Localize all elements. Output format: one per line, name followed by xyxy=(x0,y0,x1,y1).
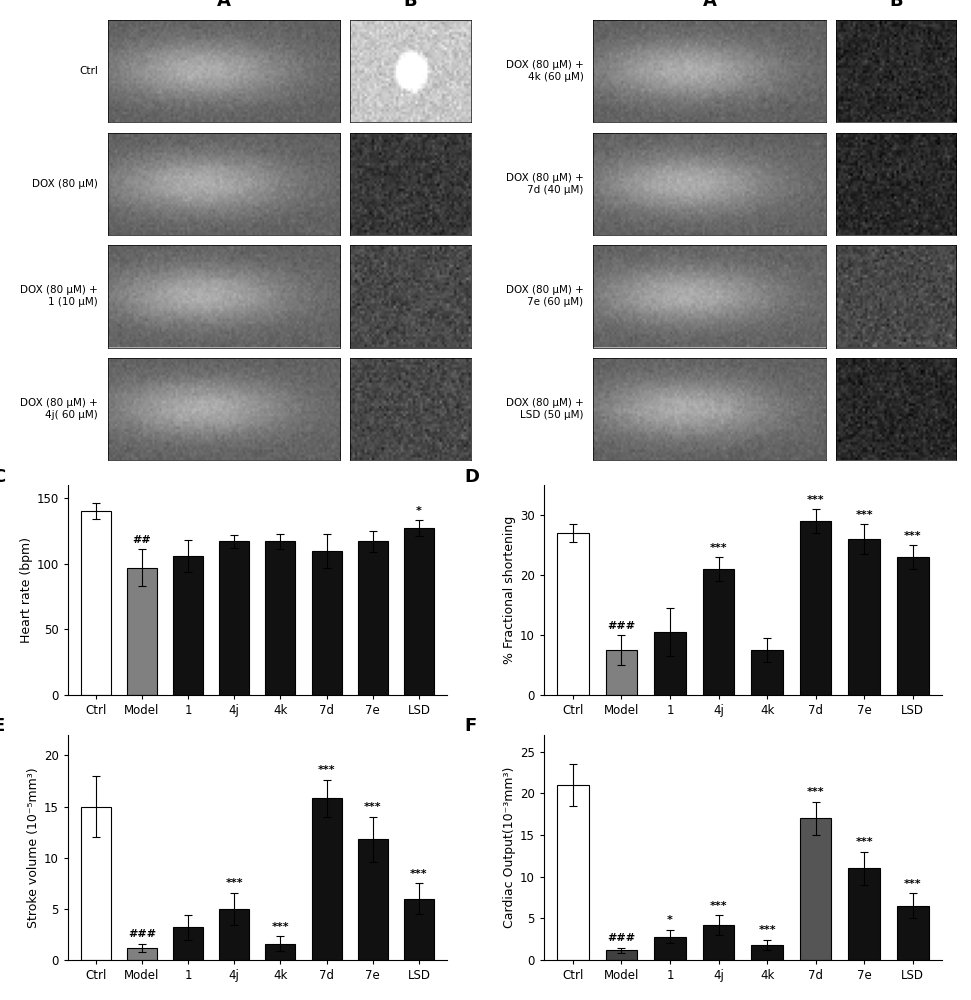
Bar xyxy=(897,557,928,695)
Bar xyxy=(849,868,880,960)
Text: ***: *** xyxy=(318,766,335,776)
Bar xyxy=(849,539,880,695)
Text: DOX (80 μM) +
7d (40 μM): DOX (80 μM) + 7d (40 μM) xyxy=(506,173,584,195)
Bar xyxy=(219,909,250,960)
Bar xyxy=(265,541,295,695)
Y-axis label: Stroke volume (10⁻⁵mm³): Stroke volume (10⁻⁵mm³) xyxy=(27,767,40,928)
Bar xyxy=(312,798,342,960)
Bar xyxy=(404,528,434,695)
Bar xyxy=(752,945,783,960)
Text: DOX (80 μM) +
1 (10 μM): DOX (80 μM) + 1 (10 μM) xyxy=(20,285,98,307)
Text: DOX (80 μM) +
LSD (50 μM): DOX (80 μM) + LSD (50 μM) xyxy=(506,398,584,420)
Text: ###: ### xyxy=(608,621,635,631)
Text: ***: *** xyxy=(410,869,428,879)
Text: Ctrl: Ctrl xyxy=(80,66,98,76)
Text: E: E xyxy=(0,717,5,735)
Text: ***: *** xyxy=(807,787,824,797)
Bar xyxy=(81,511,111,695)
Bar xyxy=(312,551,342,695)
Bar xyxy=(81,807,111,960)
Bar xyxy=(173,927,203,960)
Bar xyxy=(654,937,686,960)
Bar xyxy=(557,785,588,960)
Text: DOX (80 μM) +
4j( 60 μM): DOX (80 μM) + 4j( 60 μM) xyxy=(20,398,98,420)
Bar xyxy=(800,818,831,960)
Text: *: * xyxy=(667,916,673,926)
Text: ***: *** xyxy=(272,922,289,932)
Text: D: D xyxy=(464,468,479,486)
Text: F: F xyxy=(464,717,477,735)
Bar xyxy=(557,533,588,695)
Bar xyxy=(357,839,387,960)
Text: ***: *** xyxy=(904,531,921,541)
Text: ##: ## xyxy=(132,535,151,545)
Text: ###: ### xyxy=(128,929,156,939)
Bar xyxy=(703,569,734,695)
Text: DOX (80 μM): DOX (80 μM) xyxy=(32,179,98,189)
Text: *: * xyxy=(416,506,421,516)
Text: B: B xyxy=(404,0,418,10)
Bar xyxy=(752,650,783,695)
Text: ***: *** xyxy=(855,510,873,520)
Bar xyxy=(800,521,831,695)
Text: C: C xyxy=(0,468,6,486)
Y-axis label: Heart rate (bpm): Heart rate (bpm) xyxy=(19,537,32,643)
Bar xyxy=(219,541,250,695)
Bar xyxy=(404,899,434,960)
Text: DOX (80 μM) +
4k (60 μM): DOX (80 μM) + 4k (60 μM) xyxy=(506,60,584,82)
Text: B: B xyxy=(889,0,903,10)
Bar xyxy=(606,650,637,695)
Bar xyxy=(606,950,637,960)
Bar xyxy=(173,556,203,695)
Bar xyxy=(127,568,157,695)
Bar xyxy=(357,541,387,695)
Text: DOX (80 μM) +
7e (60 μM): DOX (80 μM) + 7e (60 μM) xyxy=(506,285,584,307)
Text: ***: *** xyxy=(855,837,873,847)
Text: ***: *** xyxy=(758,926,776,936)
Text: A: A xyxy=(218,0,231,10)
Bar xyxy=(654,632,686,695)
Text: ***: *** xyxy=(710,900,727,910)
Bar xyxy=(897,906,928,960)
Text: ***: *** xyxy=(364,802,382,812)
Bar xyxy=(265,944,295,960)
Text: A: A xyxy=(703,0,717,10)
Text: ***: *** xyxy=(807,495,824,505)
Text: ***: *** xyxy=(710,543,727,553)
Text: ***: *** xyxy=(225,878,243,888)
Bar xyxy=(703,925,734,960)
Bar xyxy=(127,948,157,960)
Text: ###: ### xyxy=(608,933,635,943)
Y-axis label: Cardiac Output(10⁻³mm³): Cardiac Output(10⁻³mm³) xyxy=(503,767,516,928)
Y-axis label: % Fractional shortening: % Fractional shortening xyxy=(503,516,516,664)
Text: ***: *** xyxy=(904,879,921,889)
